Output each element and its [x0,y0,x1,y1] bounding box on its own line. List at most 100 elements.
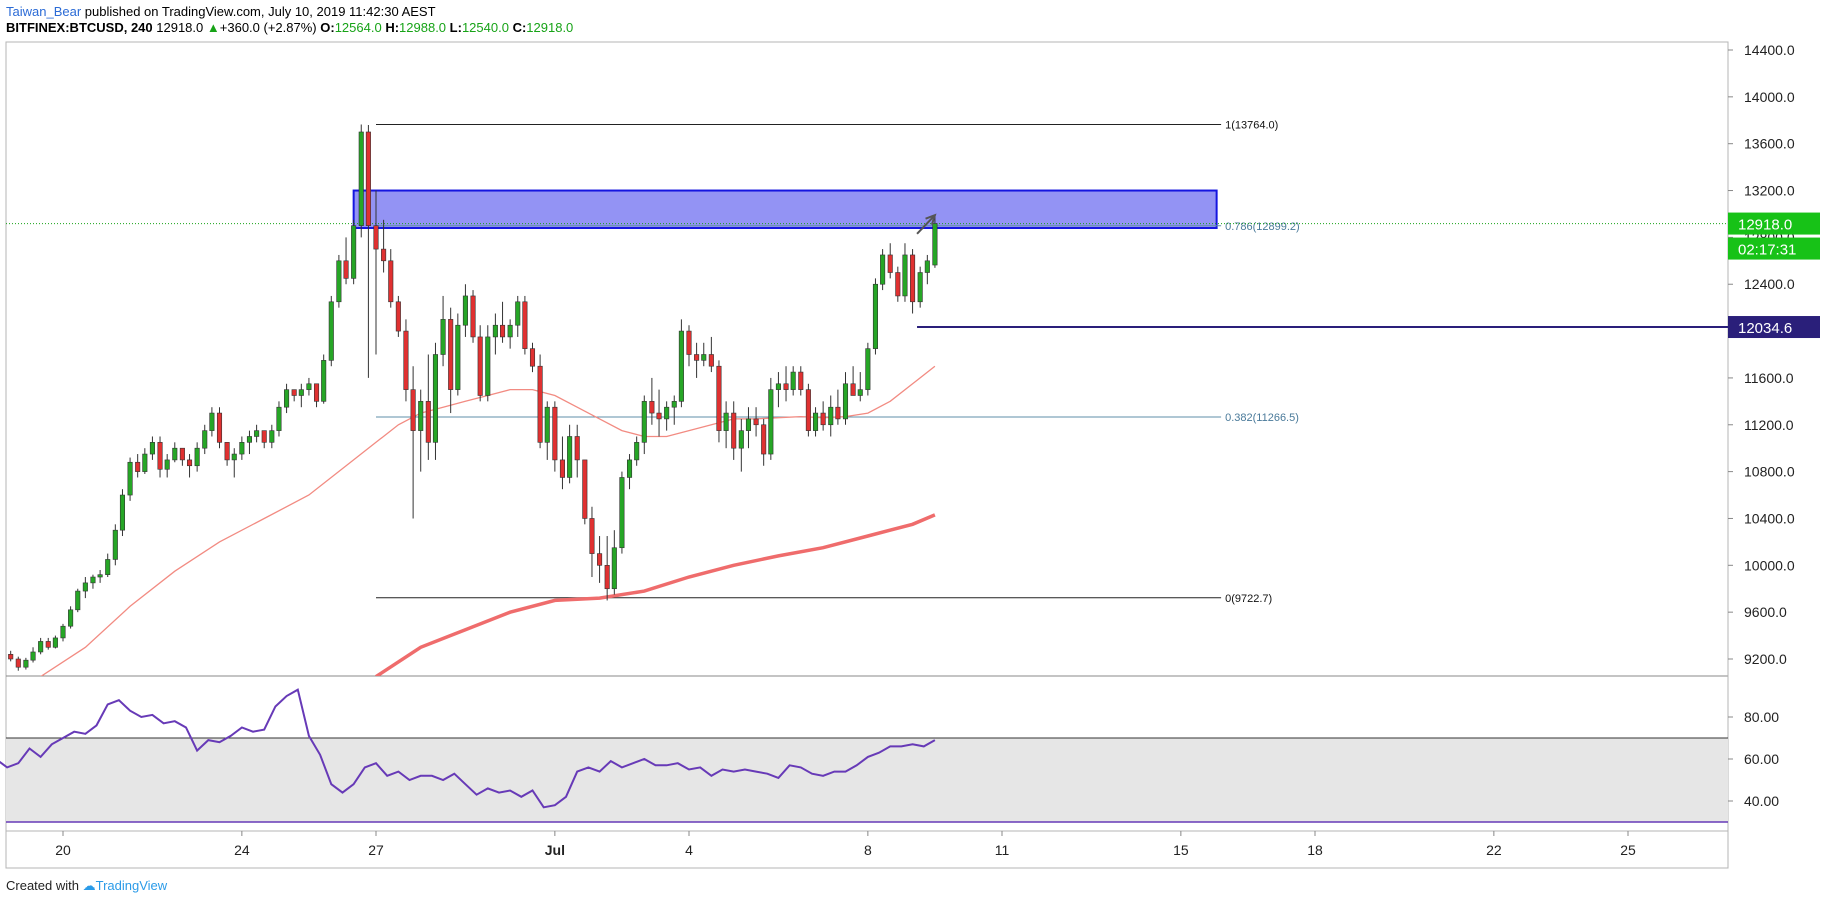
candle-body [127,461,133,496]
candle-body [388,260,394,303]
low-value: 12540.0 [461,20,509,35]
candle-body [813,412,819,431]
symbol-label: BITFINEX:BTCUSD, 240 [6,20,153,35]
low-label: L: [449,20,462,35]
arrow-shaft [916,214,936,235]
current-price-tag: 12918.0 [1738,217,1792,234]
fib-level-label: 1(13764.0) [1225,119,1278,131]
x-tick-label: 20 [55,842,71,858]
y-tick-label: 14000.0 [1744,89,1795,105]
candle-body [768,389,774,455]
candle-body [291,389,297,396]
countdown-tag-bg [1728,237,1820,260]
candle-body [90,576,96,584]
candle-body [716,365,722,431]
candle-body [60,625,66,639]
candle-body [634,442,640,461]
candle-body [470,295,476,338]
candle-body [597,553,603,566]
candle-body [865,348,871,390]
price-chart[interactable]: 1(13764.0) 0.786(12899.2) 0.382(11266.5) 0(… [0,0,1828,870]
candle-body [649,401,655,414]
tradingview-brand[interactable]: TradingView [95,878,168,893]
candle-body [373,225,379,250]
candle-body [410,389,416,431]
x-tick-label: 25 [1620,842,1636,858]
candle-body [723,412,729,431]
candle-body [306,383,312,390]
candle-body [701,354,707,361]
candle-body [738,430,744,449]
candle-body [336,260,342,303]
candle-body [239,442,245,455]
candle-body [664,406,670,420]
open-value: 12564.0 [334,20,382,35]
candle-body [381,248,387,262]
candle-body [164,459,170,470]
rsi-tick-label: 80.00 [1744,709,1779,725]
y-tick-label: 9600.0 [1744,604,1787,620]
candle-body [880,254,886,285]
candle-body [820,412,826,426]
candle-body [656,412,662,420]
candle-body [582,459,588,519]
candle-body [686,330,692,355]
candle-body [97,574,103,578]
price-change: +360.0 (+2.87%) [219,20,317,35]
candles-layer [6,124,938,671]
x-tick-label: 11 [995,842,1010,858]
author-link[interactable]: Taiwan_Bear [6,4,82,19]
candle-body [924,260,930,273]
close-value: 12918.0 [526,20,574,35]
publish-line: Taiwan_Bear published on TradingView.com… [6,4,573,20]
rsi-tick-label: 60.00 [1744,751,1779,767]
candle-body [105,559,111,575]
candle-body [611,547,617,590]
candle-body [135,461,141,472]
candle-body [850,383,856,396]
y-tick-label: 13200.0 [1744,183,1795,199]
candle-body [604,565,610,590]
candle-body [298,389,304,396]
candle-body [403,330,409,390]
candle-body [462,295,468,326]
candle-body [708,354,714,367]
x-tick-label: 8 [864,842,872,858]
candle-body [432,354,439,443]
candle-body [775,383,781,390]
candle-body [626,459,633,478]
fib-level-label: 0(9722.7) [1225,593,1272,605]
x-tick-label: 15 [1173,842,1189,858]
x-tick-label: 18 [1307,842,1323,858]
high-value: 12988.0 [399,20,447,35]
up-arrow-icon: ▲ [206,20,220,35]
candle-body [671,401,677,408]
x-tick-label: 27 [368,842,384,858]
candle-body [187,459,193,467]
candle-body [82,582,88,592]
candle-body [351,225,357,279]
tradingview-logo-icon[interactable]: ☁ [82,878,96,893]
candle-body [68,609,74,627]
y-tick-label: 12400.0 [1744,276,1795,292]
candle-body [119,494,126,531]
candle-body [284,389,290,408]
candle-body [172,447,178,461]
candle-body [52,637,58,648]
support-price-tag: 12034.6 [1738,320,1792,337]
candle-body [678,330,684,402]
x-tick-label: Jul [545,842,565,858]
candle-body [6,654,7,660]
candle-body [842,383,849,420]
candle-body [492,324,498,338]
candle-body [395,301,401,332]
candle-body [358,131,364,226]
candle-body [932,223,938,266]
candle-body [23,659,29,668]
candle-body [269,430,275,443]
candle-body [902,254,908,297]
candle-body [745,418,752,431]
candle-body [15,658,21,668]
candle-body [45,641,51,648]
countdown-tag: 02:17:31 [1738,242,1796,259]
